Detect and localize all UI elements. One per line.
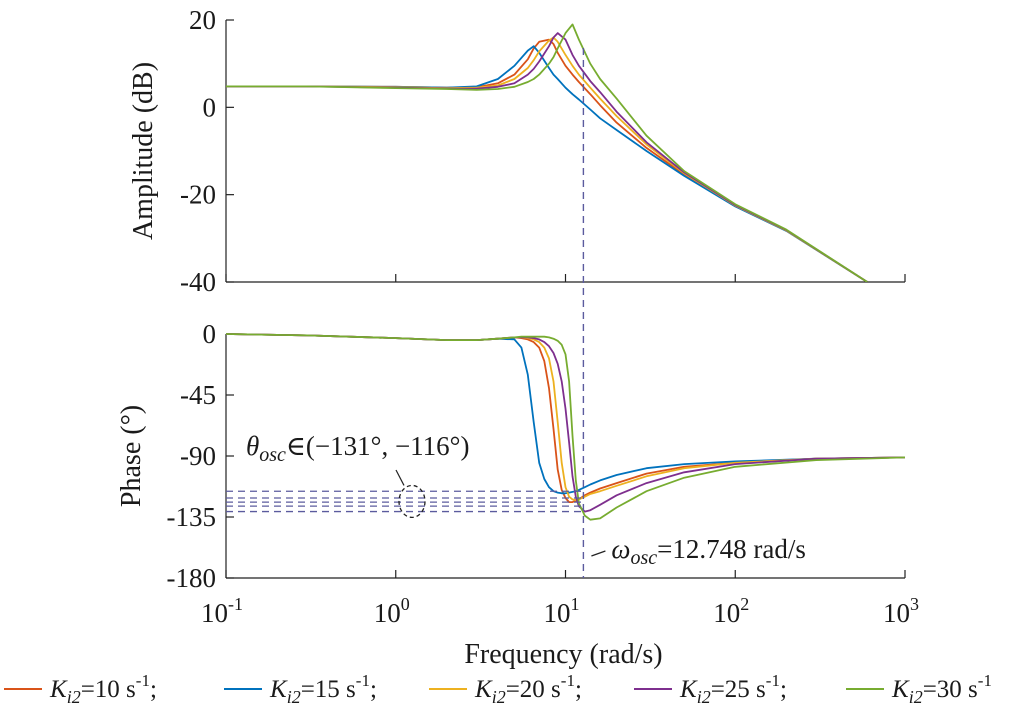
legend-label: Ki2=25 s-1; bbox=[679, 671, 787, 707]
legend-label: Ki2=15 s-1; bbox=[269, 671, 377, 707]
y-tick-label: -20 bbox=[180, 180, 216, 210]
series-line bbox=[226, 23, 868, 282]
phase-panel: 0 -45 -90 -135 -180 Phase (°) 10-1 100 101 102 103… bbox=[116, 319, 919, 670]
legend-item: Ki2=20 s-1; bbox=[429, 671, 582, 707]
legend-label: Ki2=10 s-1; bbox=[49, 671, 157, 707]
theta-annotation: θosc∈(−131°, −116°) bbox=[246, 431, 469, 466]
series-line bbox=[226, 36, 868, 282]
y-tick-label: -180 bbox=[167, 563, 217, 593]
annotations: θosc∈(−131°, −116°) ωosc=12.748 rad/s bbox=[226, 48, 806, 578]
legend: Ki2=10 s-1; Ki2=15 s-1; Ki2=20 s-1; Ki2=25 … bbox=[4, 671, 992, 707]
legend-item: Ki2=10 s-1; bbox=[4, 671, 157, 707]
y-tick-label: -40 bbox=[180, 267, 216, 297]
omega-leader-line bbox=[591, 550, 606, 557]
y-axis-label: Amplitude (dB) bbox=[128, 62, 159, 240]
x-tick-label: 103 bbox=[883, 594, 919, 628]
y-tick-label: -45 bbox=[180, 380, 216, 410]
y-tick-label: 0 bbox=[203, 319, 217, 349]
theta-leader-line bbox=[395, 469, 405, 486]
series-line bbox=[226, 333, 905, 521]
y-axis-label: Phase (°) bbox=[116, 405, 147, 507]
series-line bbox=[226, 45, 868, 282]
theta-range-ellipse bbox=[398, 484, 426, 519]
x-axis-label: Frequency (rad/s) bbox=[464, 639, 662, 670]
y-tick-label: -135 bbox=[167, 502, 217, 532]
y-tick-label: 20 bbox=[189, 5, 216, 35]
series-line bbox=[226, 38, 868, 282]
x-tick-label: 101 bbox=[544, 594, 580, 628]
series-line bbox=[226, 32, 868, 282]
legend-item: Ki2=15 s-1; bbox=[224, 671, 377, 707]
y-tick-label: -90 bbox=[180, 441, 216, 471]
legend-label: Ki2=30 s-1 bbox=[891, 671, 992, 707]
legend-item: Ki2=30 s-1 bbox=[846, 671, 992, 707]
legend-label: Ki2=20 s-1; bbox=[474, 671, 582, 707]
x-tick-label: 102 bbox=[713, 594, 749, 628]
amplitude-panel: 20 0 -20 -40 Amplitude (dB) bbox=[128, 5, 906, 297]
legend-item: Ki2=25 s-1; bbox=[634, 671, 787, 707]
x-tick-label: 100 bbox=[374, 594, 410, 628]
omega-annotation: ωosc=12.748 rad/s bbox=[611, 534, 805, 569]
x-tick-label: 10-1 bbox=[201, 594, 243, 628]
y-tick-label: 0 bbox=[203, 92, 217, 122]
